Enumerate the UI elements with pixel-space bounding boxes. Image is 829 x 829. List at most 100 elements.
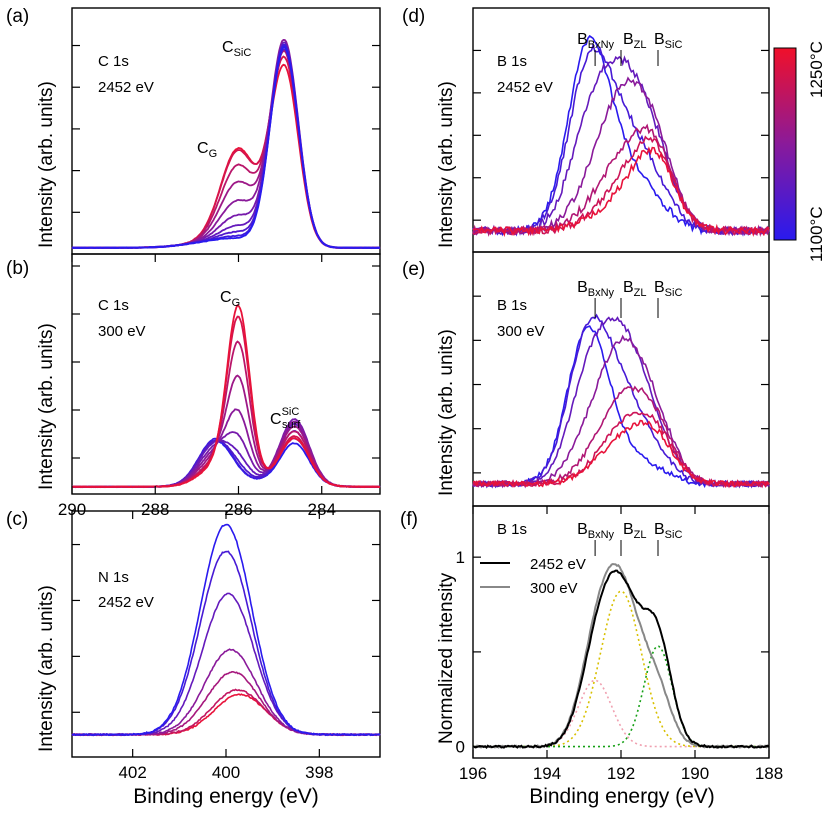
marker-label: BSiC [654,279,682,299]
colorbar-min-label: 1100°C [807,206,826,262]
spectrum-d-1 [472,42,770,237]
panel-c-region: N 1s [98,569,129,586]
spectrum-b-8 [71,315,381,489]
peak-label-c-sic: CSiC [222,39,251,59]
marker-label: BSiC [654,31,682,51]
panel-d-energy: 2452 eV [497,79,553,96]
panel-a-ylabel: Intensity (arb. units) [36,81,57,248]
panel-d-ylabel: Intensity (arb. units) [436,81,457,248]
peak-label-c-g-b: CG [220,289,240,309]
panel-c-letter: (c) [6,509,28,530]
panel-a-curves [71,38,381,250]
spectrum-c-3 [71,648,381,737]
spectrum-a-5 [71,45,381,249]
x-tick-label: 194 [533,764,561,783]
peak-label-c-surf: CSiC surf [270,406,301,431]
fit-component-1 [473,590,769,748]
x-tick-label: 196 [459,764,487,783]
panel-f-ylabel: Normalized intensity [436,572,457,744]
x-tick-label: 284 [308,500,336,519]
panel-c-ylabel: Intensity (arb. units) [36,585,57,752]
spectrum-e-6 [472,419,770,489]
panel-c: 402 400 398 (c) N 1s 2452 eV Intensity (ar… [6,509,381,808]
panel-e-curves [472,313,770,489]
spectrum-a-9 [71,45,381,249]
panel-d-region: B 1s [497,53,527,70]
panel-d-frame [472,7,770,253]
spectrum-e-0 [472,325,770,489]
panel-b-curves [71,304,381,489]
legend-label-2452: 2452 eV [530,556,586,573]
panel-d-curves [472,34,770,238]
spectrum-d-6 [472,146,770,238]
x-tick-label: 190 [681,764,709,783]
fit-component-2 [473,645,769,748]
panel-f-curves [472,562,770,750]
x-tick-label: 402 [118,763,146,782]
panel-f-ticks: 0 1 196 194 192 190 188 BBxNy BZL BSiC [456,506,783,783]
spectrum-b-4 [71,418,381,489]
x-tick-label: 288 [141,500,169,519]
panel-e-region: B 1s [497,297,527,314]
panel-f: 0 1 196 194 192 190 188 BBxNy BZL BSiC (f) B 1s N… [400,505,783,808]
panel-b-region: C 1s [98,297,129,314]
panel-a-region: C 1s [98,53,129,70]
spectrum-c-0 [71,693,381,737]
x-tick-label: 400 [212,763,240,782]
fit-component-0 [473,679,769,748]
marker-label: BBxNy [577,279,614,299]
panel-b-letter: (b) [6,258,29,279]
colorbar-max-label: 1250°C [807,41,826,98]
panel-c-energy: 2452 eV [98,594,154,611]
panel-a-ticks [72,44,380,213]
panel-e-energy: 300 eV [497,323,545,340]
spectrum-e-2 [472,316,770,489]
spectrum-e-4 [472,385,770,488]
panel-c-xlabel: Binding energy (eV) [133,785,319,808]
spectrum-a-6 [71,41,381,250]
panel-c-frame [71,510,381,758]
colorbar [773,47,797,241]
y-tick-label: 0 [456,738,465,757]
marker-label: BZL [623,31,647,51]
marker-label: BZL [623,521,647,541]
spectrum-c-1 [71,688,381,737]
panel-c-curves [71,523,381,737]
spectrum-a-4 [71,38,381,249]
panel-f-region: B 1s [497,521,527,538]
x-tick-label: 192 [607,764,635,783]
marker-label: BBxNy [577,31,614,51]
spectrum-b-3 [71,422,381,489]
spectrum-b-2 [71,429,381,489]
x-tick-label: 188 [755,764,783,783]
spectrum-d-3 [472,76,770,237]
spectrum-a-8 [72,44,381,250]
panel-a-letter: (a) [6,6,29,27]
spectrum-f-0 [472,569,770,749]
spectrum-f-1 [472,562,770,750]
panel-e-letter: (e) [402,259,425,280]
spectrum-c-6 [71,523,381,737]
spectrum-b-0 [71,439,381,489]
panel-f-letter: (f) [400,509,418,530]
marker-label: BZL [623,279,647,299]
panel-d: BBxNy BZL BSiC (d) B 1s 2452 eV Intensity … [402,6,770,253]
panel-d-letter: (d) [402,6,425,27]
panel-a: (a) C 1s 2452 eV CSiC CG Intensity (arb.… [6,6,381,255]
spectrum-b-7 [71,340,381,489]
panel-b-frame [71,253,381,495]
marker-label: BBxNy [577,521,614,541]
panel-e-ylabel: Intensity (arb. units) [436,329,457,496]
x-tick-label: 286 [224,500,252,519]
spectrum-e-5 [472,411,770,489]
panel-b-ylabel: Intensity (arb. units) [36,323,57,490]
panel-d-ticks: BBxNy BZL BSiC [473,31,769,221]
peak-label-c-g: CG [197,140,217,160]
spectrum-c-2 [71,671,381,737]
x-tick-label: 398 [305,763,333,782]
marker-label: BSiC [654,521,682,541]
spectrum-e-3 [472,334,770,489]
panel-c-ticks: 402 400 398 [72,511,380,782]
spectrum-b-9 [72,304,380,489]
